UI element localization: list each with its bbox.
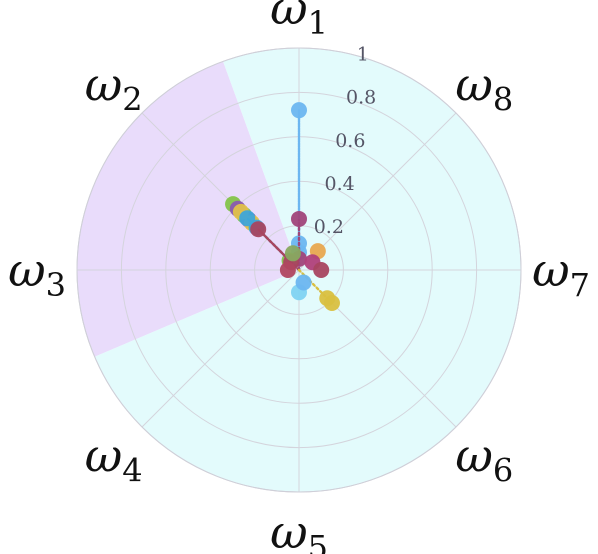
radial-tick-label: 0.4 — [325, 173, 355, 195]
angular-label-sub: 4 — [122, 451, 142, 489]
angular-label-base: ω — [532, 243, 570, 297]
angular-label-4: ω4 — [85, 428, 143, 489]
angular-label-3: ω3 — [8, 243, 66, 304]
angular-label-base: ω — [270, 505, 308, 554]
angular-label-sub: 3 — [46, 266, 66, 304]
radial-tick-label: 0.8 — [346, 87, 376, 109]
radial-tick-label: 0.6 — [335, 130, 365, 152]
outer-circle — [76, 47, 522, 493]
angular-label-sub: 6 — [493, 451, 513, 489]
angular-label-base: ω — [85, 58, 123, 112]
angular-label-7: ω7 — [532, 243, 590, 304]
angular-label-1: ω1 — [270, 0, 328, 42]
grid-spoke — [141, 269, 300, 428]
radial-tick-label: 1 — [357, 44, 369, 66]
series-point-1 — [291, 210, 307, 227]
angular-label-sub: 2 — [122, 81, 142, 119]
radial-tick-label: 0.2 — [314, 216, 344, 238]
angular-label-base: ω — [85, 428, 123, 482]
data-series — [225, 102, 340, 311]
sector-0 — [77, 61, 299, 357]
angular-label-sub: 8 — [493, 81, 513, 119]
series-point-14 — [295, 274, 312, 291]
angular-label-8: ω8 — [455, 58, 513, 119]
series-point-11 — [313, 262, 330, 278]
angular-label-sub: 7 — [570, 266, 590, 304]
angular-label-base: ω — [455, 428, 493, 482]
series-point-7 — [319, 290, 336, 307]
grid-spoke — [298, 112, 457, 271]
angular-label-sub: 5 — [308, 528, 328, 554]
angular-label-base: ω — [8, 243, 46, 297]
series-point-13 — [279, 262, 296, 278]
radial-tick-labels: 0.2 0.4 0.6 0.8 1 — [314, 44, 377, 238]
angular-label-base: ω — [455, 58, 493, 112]
angular-label-base: ω — [270, 0, 308, 35]
angular-label-2: ω2 — [85, 58, 143, 119]
angular-label-6: ω6 — [455, 428, 513, 489]
series-point-6 — [250, 221, 267, 238]
series-point-0 — [291, 102, 307, 119]
angular-label-sub: 1 — [308, 4, 328, 42]
angular-label-5: ω5 — [270, 505, 328, 554]
series-point-12 — [284, 245, 301, 262]
